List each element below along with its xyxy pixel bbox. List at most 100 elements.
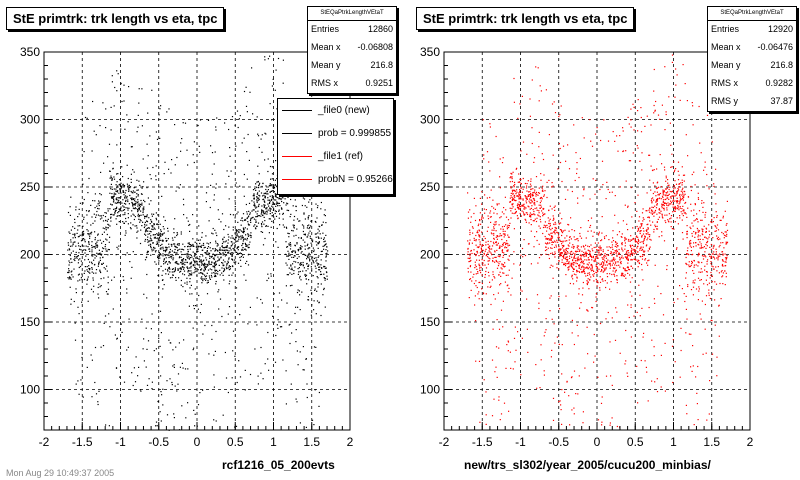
scatter-point	[199, 392, 201, 394]
scatter-point	[218, 264, 220, 266]
scatter-point	[664, 342, 666, 344]
scatter-point	[206, 272, 208, 274]
scatter-point	[124, 234, 126, 236]
scatter-point	[653, 231, 655, 233]
scatter-point	[624, 248, 626, 250]
scatter-point	[492, 199, 494, 201]
scatter-point	[171, 381, 173, 384]
scatter-point	[549, 205, 551, 207]
scatter-point	[499, 256, 501, 258]
scatter-point	[243, 232, 245, 234]
scatter-point	[517, 217, 519, 219]
scatter-point	[683, 194, 685, 196]
scatter-point	[232, 350, 234, 352]
scatter-point	[562, 255, 565, 257]
scatter-point	[564, 263, 566, 265]
scatter-point	[532, 220, 534, 222]
scatter-point	[101, 253, 103, 255]
scatter-point	[615, 250, 617, 252]
scatter-point	[250, 232, 252, 234]
scatter-point	[146, 348, 148, 350]
scatter-point	[725, 259, 727, 261]
scatter-point	[683, 174, 686, 176]
scatter-point	[151, 388, 153, 390]
scatter-point	[271, 173, 274, 175]
scatter-point	[632, 152, 634, 154]
scatter-point	[627, 205, 629, 207]
scatter-point	[561, 389, 563, 391]
scatter-point	[69, 245, 72, 247]
scatter-point	[224, 122, 226, 124]
scatter-point	[79, 248, 81, 250]
scatter-point	[116, 223, 118, 225]
scatter-point	[83, 151, 85, 153]
scatter-point	[609, 424, 611, 426]
legend-box: _file0 (new) prob = 0.999855 _file1 (ref…	[277, 98, 394, 195]
scatter-point	[202, 255, 204, 257]
scatter-point	[489, 286, 491, 288]
scatter-point	[287, 196, 289, 198]
scatter-point	[539, 216, 541, 218]
scatter-point	[591, 248, 593, 250]
scatter-point	[298, 267, 300, 269]
scatter-point	[162, 404, 164, 406]
scatter-point	[522, 198, 524, 200]
scatter-point	[98, 263, 100, 265]
scatter-point	[168, 339, 170, 341]
scatter-point	[606, 261, 608, 264]
scatter-point	[513, 195, 515, 197]
scatter-point	[520, 186, 522, 188]
scatter-point	[628, 269, 631, 271]
scatter-point	[271, 190, 273, 192]
scatter-point	[673, 171, 675, 173]
scatter-point	[194, 264, 196, 266]
scatter-point	[625, 329, 627, 332]
scatter-point	[577, 256, 579, 258]
scatter-point	[176, 234, 178, 237]
scatter-point	[514, 200, 516, 202]
scatter-point	[590, 276, 592, 278]
scatter-point	[114, 210, 116, 212]
scatter-point	[160, 375, 162, 377]
scatter-point	[508, 410, 510, 412]
legend-entry-new: _file0 (new)	[278, 99, 393, 122]
scatter-point	[257, 165, 259, 167]
scatter-point	[633, 129, 635, 131]
scatter-point	[203, 267, 206, 269]
scatter-point	[215, 275, 217, 277]
scatter-point	[172, 239, 174, 241]
scatter-point	[118, 211, 120, 213]
scatter-point	[152, 234, 154, 236]
scatter-point	[563, 244, 565, 247]
scatter-point	[310, 220, 312, 222]
scatter-point	[677, 179, 680, 181]
scatter-point	[290, 265, 292, 267]
scatter-point	[292, 250, 294, 252]
scatter-point	[545, 246, 547, 248]
scatter-point	[277, 57, 280, 60]
scatter-point	[625, 180, 627, 182]
scatter-point	[554, 251, 556, 253]
scatter-point	[153, 247, 155, 249]
scatter-point	[115, 188, 117, 190]
scatter-point	[285, 226, 287, 228]
scatter-point	[115, 190, 117, 192]
scatter-point	[609, 260, 611, 262]
scatter-point	[306, 263, 308, 265]
scatter-point	[644, 250, 646, 252]
scatter-point	[563, 249, 565, 251]
scatter-point	[202, 333, 204, 335]
scatter-point	[150, 235, 152, 237]
scatter-point	[704, 328, 706, 330]
plot-title: StE primtrk: trk length vs eta, tpc	[6, 7, 225, 30]
scatter-point	[167, 269, 169, 271]
scatter-point	[565, 295, 567, 297]
scatter-point	[182, 262, 184, 264]
scatter-point	[243, 228, 245, 230]
scatter-point	[570, 251, 572, 253]
scatter-point	[122, 199, 124, 201]
scatter-point	[137, 213, 139, 215]
scatter-point	[568, 168, 571, 170]
scatter-point	[135, 196, 137, 198]
scatter-point	[474, 219, 477, 222]
